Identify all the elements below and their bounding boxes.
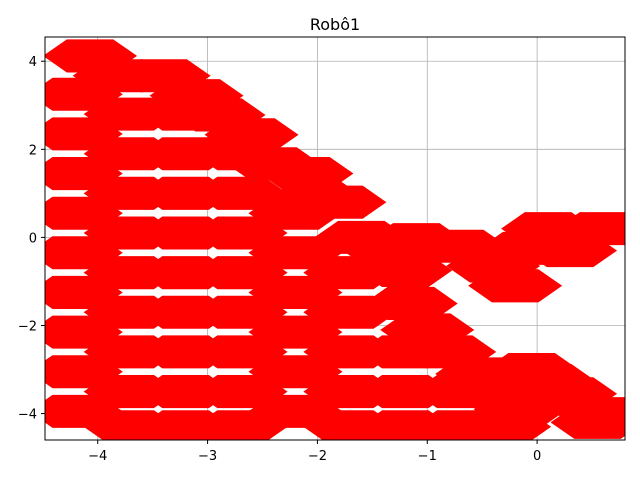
hexagon-cell xyxy=(303,295,398,329)
hexagon-series xyxy=(45,39,625,440)
y-tick-label: 4 xyxy=(29,55,37,70)
hexagon-cell xyxy=(193,137,288,171)
y-tick-label: −4 xyxy=(18,408,37,423)
y-axis-ticks: 4 2 0 −2 −4 xyxy=(18,55,45,423)
hexagon-cell xyxy=(358,335,453,369)
x-tick-label: −4 xyxy=(88,449,107,464)
hexagon-cell xyxy=(468,269,563,303)
hexagon-cell xyxy=(550,405,625,439)
axes-frame xyxy=(44,36,626,441)
x-tick-label: −3 xyxy=(198,449,217,464)
y-tick-label: 0 xyxy=(29,231,37,246)
hexagon-cell xyxy=(556,212,625,246)
chart-title: Robô1 xyxy=(310,15,360,34)
hexagon-cell xyxy=(138,97,233,131)
hexagon-cell xyxy=(303,256,398,290)
hexagon-cell xyxy=(484,353,579,387)
x-axis-ticks: −4 −3 −2 −1 0 xyxy=(88,440,541,464)
hexagon-cell xyxy=(457,410,552,440)
hexagon-cell xyxy=(248,196,343,230)
x-tick-label: 0 xyxy=(533,449,541,464)
y-tick-label: 2 xyxy=(29,143,37,158)
y-tick-label: −2 xyxy=(18,319,37,334)
x-tick-label: −1 xyxy=(418,449,437,464)
hexagon-cell xyxy=(413,375,508,409)
x-tick-label: −2 xyxy=(308,449,327,464)
